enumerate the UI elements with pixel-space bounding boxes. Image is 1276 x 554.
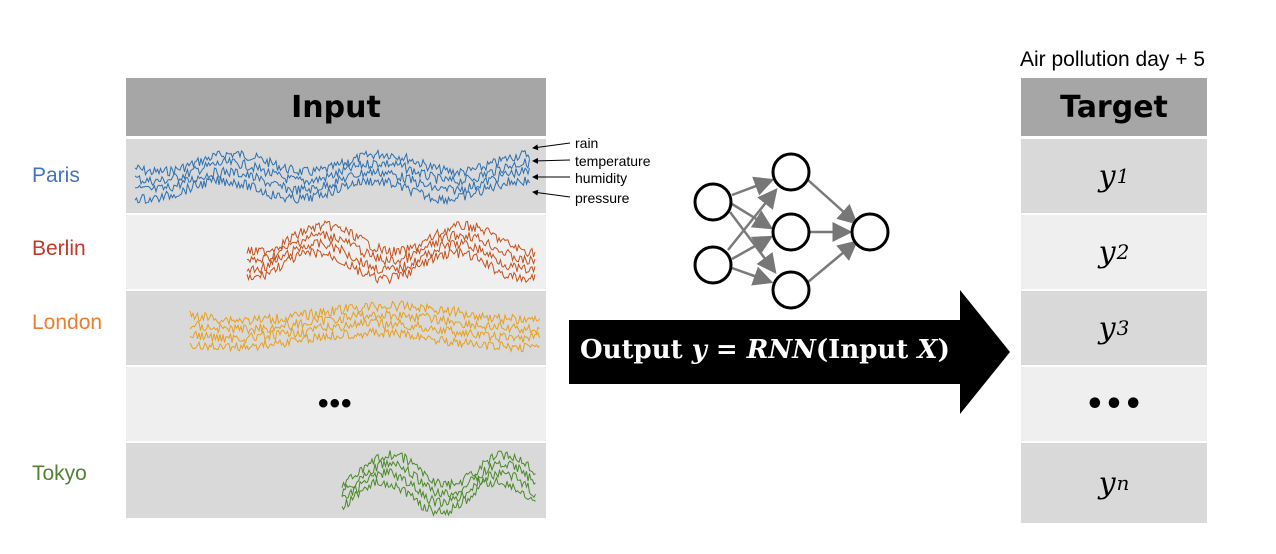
nn-hidden-node-1 — [771, 152, 811, 192]
target-sub-2: 2 — [1116, 240, 1130, 264]
arrow-rain — [532, 142, 571, 151]
equation-var-x: X — [917, 335, 938, 365]
target-caption: Air pollution day + 5 — [1020, 48, 1206, 71]
city-label-paris: Paris — [32, 164, 80, 187]
feature-label-humidity: humidity — [575, 170, 628, 186]
feature-label-pressure: pressure — [575, 190, 630, 206]
city-label-berlin: Berlin — [32, 237, 86, 260]
target-row-3-bg — [1021, 291, 1207, 365]
target-row-4-bg — [1021, 367, 1207, 441]
equation-func: RNN — [746, 335, 816, 365]
waveform-berlin — [246, 220, 536, 285]
input-row-ellipsis — [126, 367, 546, 441]
target-ellipsis: ••• — [1085, 386, 1143, 422]
input-row-tokyo — [126, 443, 546, 518]
waveform-paris-line-1 — [134, 148, 530, 178]
target-var-2: y — [1098, 234, 1116, 270]
equation-output-text: Output — [580, 335, 692, 365]
waveform-berlin-line-4 — [246, 246, 536, 285]
target-row-5-bg — [1021, 443, 1207, 523]
input-ellipsis: ••• — [318, 387, 353, 420]
target-var-3: y — [1098, 310, 1116, 346]
arrow-temperature — [532, 157, 571, 164]
waveform-berlin-line-1 — [246, 220, 536, 258]
waveform-tokyo — [341, 450, 536, 517]
input-row-london — [126, 291, 546, 365]
waveform-london-line-2 — [189, 309, 540, 336]
waveform-london — [189, 300, 540, 354]
target-header: Target — [1021, 78, 1207, 136]
target-sub-n: n — [1116, 471, 1130, 495]
arrow-pressure — [532, 189, 571, 198]
waveform-paris — [134, 148, 530, 206]
waveform-london-line-3 — [189, 317, 540, 345]
city-label-london: London — [32, 311, 103, 334]
feature-label-rain: rain — [575, 135, 599, 151]
waveform-berlin-line-2 — [246, 230, 536, 267]
nn-input-node-1 — [693, 182, 733, 222]
target-sub-3: 3 — [1116, 316, 1130, 340]
nn-hidden-node-2 — [771, 212, 811, 252]
equation-var-y: y — [691, 335, 707, 365]
waveform-paris-line-4 — [134, 175, 530, 206]
target-row-1-bg — [1021, 139, 1207, 213]
target-cell-ellipsis: ••• — [1021, 367, 1207, 441]
equation-paren-close: ) — [937, 335, 950, 365]
city-label-tokyo: Tokyo — [32, 462, 87, 485]
waveform-tokyo-line-1 — [341, 450, 536, 490]
nn-hidden-node-3 — [771, 270, 811, 310]
waveform-london-line-1 — [189, 300, 540, 326]
equation-paren-open: (Input — [815, 335, 918, 365]
equation-equals: = — [706, 335, 747, 365]
waveform-london-line-4 — [189, 326, 540, 354]
feature-label-temperature: temperature — [575, 153, 651, 169]
waveform-tokyo-line-4 — [341, 476, 536, 517]
arrow-equation: Output y = RNN(Input X) — [580, 335, 950, 365]
waveform-berlin-line-3 — [246, 237, 536, 275]
nn-output-node — [850, 212, 890, 252]
target-var-1: y — [1098, 158, 1116, 194]
input-row-paris — [126, 139, 546, 213]
input-header: Input — [126, 78, 546, 136]
target-var-n: y — [1098, 465, 1116, 501]
target-sub-1: 1 — [1116, 164, 1130, 188]
waveform-tokyo-line-3 — [341, 467, 536, 508]
waveform-tokyo-line-2 — [341, 458, 536, 498]
target-row-2-bg — [1021, 215, 1207, 289]
nn-input-node-2 — [693, 245, 733, 285]
waveform-paris-line-2 — [134, 156, 530, 187]
